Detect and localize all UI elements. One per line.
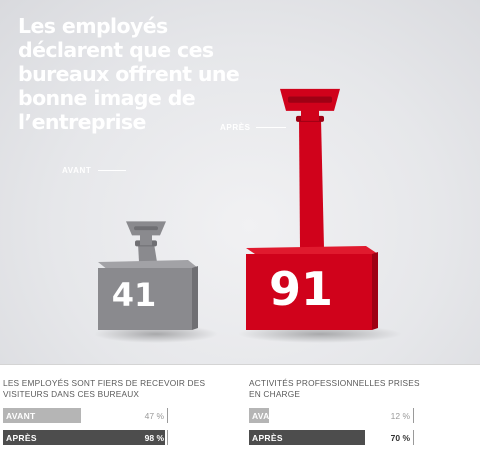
bar-pole <box>299 118 324 248</box>
value-before: 41 <box>111 276 157 314</box>
label-before-line <box>98 170 126 171</box>
divider <box>0 364 480 365</box>
stat-group-title: LES EMPLOYÉS SONT FIERS DE RECEVOIR DES … <box>3 378 206 399</box>
bar-fill <box>3 430 165 445</box>
bar-track <box>3 408 168 423</box>
stat-row-pride-after: APRÈS 98 % <box>3 430 168 445</box>
bar-track <box>249 430 414 445</box>
stat-row-activities-before: AVANT 12 % <box>249 408 414 423</box>
row-value: 70 % <box>390 433 410 443</box>
row-label: AVANT <box>252 411 282 421</box>
label-after: APRÈS <box>220 123 251 132</box>
stat-group-title: ACTIVITÉS PROFESSIONNELLES PRISES EN CHA… <box>249 378 420 399</box>
stat-row-pride-before: AVANT 47 % <box>3 408 168 423</box>
row-value: 12 % <box>390 411 410 421</box>
stats-panel: LES EMPLOYÉS SONT FIERS DE RECEVOIR DES … <box>0 364 480 457</box>
bar-block-top <box>246 246 378 256</box>
row-value: 47 % <box>144 411 164 421</box>
bar-block-top <box>98 260 198 270</box>
chart-svg <box>94 88 402 343</box>
stat-group-pride: LES EMPLOYÉS SONT FIERS DE RECEVOIR DES … <box>3 378 223 399</box>
bar-head-slot <box>288 96 332 103</box>
stat-group-activities: ACTIVITÉS PROFESSIONNELLES PRISES EN CHA… <box>249 378 469 399</box>
stat-row-activities-after: APRÈS 70 % <box>249 430 414 445</box>
label-before: AVANT <box>62 166 92 175</box>
bar-fill <box>249 408 269 423</box>
label-after-line <box>256 127 286 128</box>
row-label: APRÈS <box>6 433 37 443</box>
bar-neck <box>140 233 152 246</box>
bar-pole <box>138 243 157 262</box>
row-label: AVANT <box>6 411 36 421</box>
bar-neck <box>301 108 319 121</box>
bar-track <box>249 408 414 423</box>
bar-block-side <box>192 266 198 330</box>
row-label: APRÈS <box>252 433 283 443</box>
value-after: 91 <box>268 262 333 316</box>
bar-block-side <box>372 252 378 330</box>
bar-head-slot <box>134 226 158 231</box>
bar-block <box>98 268 192 330</box>
bar-block <box>246 254 372 330</box>
bar-fill <box>249 430 365 445</box>
photo-chart: Les employés déclarent que ces bureaux o… <box>0 0 480 364</box>
headline: Les employés déclarent que ces bureaux o… <box>18 14 240 134</box>
bar-fill <box>3 408 81 423</box>
bar-track <box>3 430 168 445</box>
row-value: 98 % <box>144 433 164 443</box>
